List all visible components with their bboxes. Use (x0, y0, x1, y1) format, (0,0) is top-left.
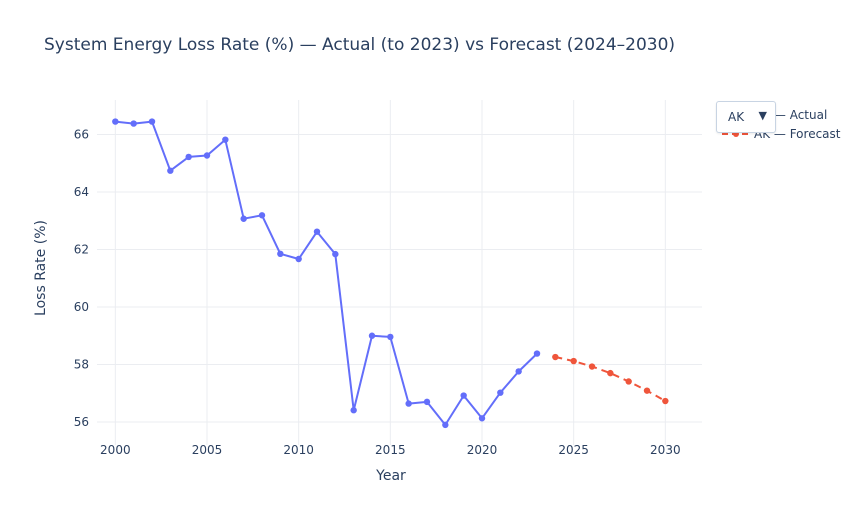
y-tick-label: 66 (74, 128, 89, 142)
y-tick-label: 64 (74, 185, 89, 199)
y-axis-ticks: 56 58 60 62 64 66 (74, 128, 89, 430)
data-point-forecast[interactable] (552, 353, 559, 361)
data-point-actual[interactable] (277, 250, 284, 258)
chart-title: System Energy Loss Rate (%) — Actual (to… (44, 35, 675, 55)
data-point-forecast[interactable] (625, 378, 632, 385)
data-point-actual[interactable] (295, 255, 302, 263)
x-tick-label: 2025 (558, 443, 589, 457)
data-point-actual[interactable] (423, 398, 431, 406)
data-point-actual[interactable] (368, 332, 376, 339)
data-point-actual[interactable] (478, 415, 486, 422)
data-point-actual[interactable] (167, 167, 174, 174)
series-line-actual (115, 120, 538, 426)
x-tick-label: 2005 (192, 443, 223, 457)
y-tick-label: 58 (74, 358, 89, 372)
x-axis-ticks: 2000 2005 2010 2015 2020 2025 2030 (100, 443, 681, 457)
x-axis-title: Year (375, 468, 406, 484)
data-point-actual[interactable] (222, 136, 229, 143)
x-tick-label: 2010 (283, 443, 314, 457)
data-point-forecast[interactable] (643, 387, 651, 394)
series-layer (112, 118, 669, 429)
x-tick-label: 2000 (100, 443, 131, 457)
x-tick-label: 2020 (467, 443, 498, 457)
data-point-actual[interactable] (533, 350, 541, 357)
chevron-down-icon: ▼ (758, 109, 767, 122)
y-tick-label: 60 (74, 300, 89, 314)
data-point-actual[interactable] (497, 389, 504, 396)
data-point-actual[interactable] (313, 228, 321, 235)
grid (97, 100, 702, 445)
data-point-actual[interactable] (112, 118, 119, 125)
region-dropdown[interactable]: AK ▼ (716, 101, 776, 133)
data-point-forecast[interactable] (607, 369, 614, 377)
data-point-actual[interactable] (387, 333, 394, 341)
data-point-actual[interactable] (148, 118, 156, 125)
data-point-actual[interactable] (405, 400, 412, 407)
y-tick-label: 62 (74, 243, 89, 257)
data-point-forecast[interactable] (570, 357, 577, 365)
data-point-actual[interactable] (460, 392, 467, 399)
data-point-actual[interactable] (332, 250, 339, 258)
data-point-actual[interactable] (258, 212, 266, 219)
data-point-actual[interactable] (203, 152, 211, 159)
x-tick-label: 2015 (375, 443, 406, 457)
data-point-actual[interactable] (515, 368, 522, 375)
y-tick-label: 56 (74, 415, 89, 429)
x-tick-label: 2030 (650, 443, 681, 457)
y-axis-title: Loss Rate (%) (33, 220, 49, 316)
data-point-forecast[interactable] (662, 397, 669, 405)
data-point-actual[interactable] (185, 153, 192, 161)
data-point-actual[interactable] (240, 215, 247, 222)
data-point-forecast[interactable] (588, 363, 596, 370)
dropdown-value: AK (728, 110, 745, 124)
data-point-actual[interactable] (130, 120, 137, 127)
data-point-actual[interactable] (350, 407, 357, 414)
data-point-actual[interactable] (442, 421, 449, 429)
